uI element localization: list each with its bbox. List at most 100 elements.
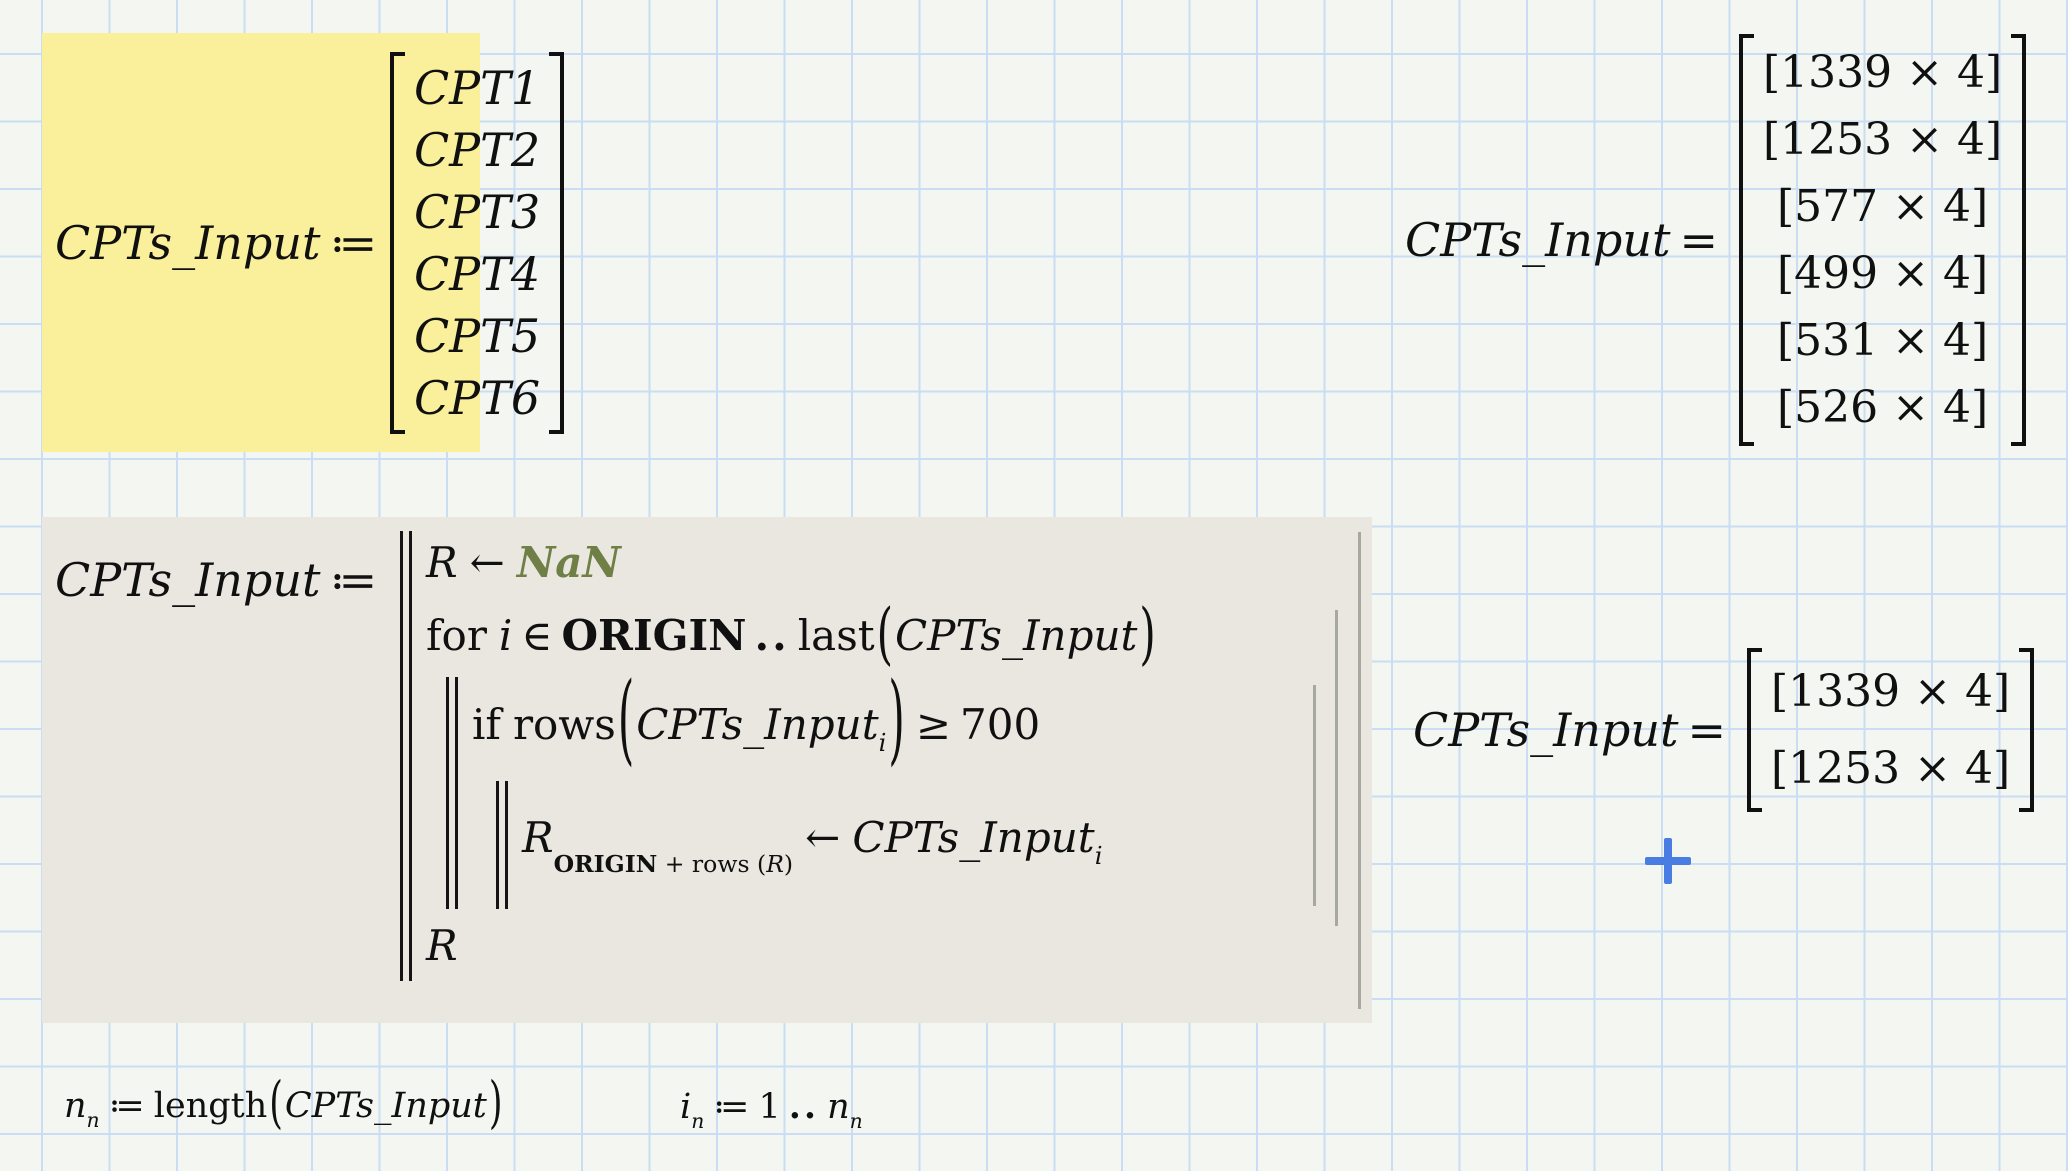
- length-function: length: [153, 1086, 268, 1126]
- program-right-bar-if: [1313, 685, 1316, 906]
- program-line-for: for i ∈ ORIGIN.. last(CPTs_Input): [426, 593, 1158, 677]
- rows-function: rows: [512, 700, 616, 750]
- matrix-bracket-left: [1747, 648, 1762, 812]
- matrix-bracket-left: [1739, 34, 1754, 446]
- if-body-block: RORIGIN + rows (R) ← CPTs_Inputi: [496, 781, 1102, 909]
- matrix-rows: [1339 × 4] [1253 × 4] [577 × 4] [499 × 4…: [1754, 34, 2011, 446]
- matrix-rows: CPT1 CPT2 CPT3 CPT4 CPT5 CPT6: [405, 52, 549, 434]
- variable-name: i: [680, 1087, 692, 1127]
- definition-lhs: CPTs_Input ≔: [55, 216, 386, 270]
- element-of-operator: ∈: [521, 610, 553, 660]
- program-block: R ← NaN for i ∈ ORIGIN.. last(CPTs_Input) if ro…: [400, 531, 1158, 981]
- range-operator: ..: [788, 1086, 820, 1127]
- matrix-row: [1253 × 4]: [1771, 743, 2011, 794]
- region-definition-input[interactable]: CPTs_Input ≔ CPT1 CPT2 CPT3 CPT4 CPT5 CPT…: [42, 33, 565, 452]
- last-function: last: [797, 610, 875, 660]
- variable-name: R: [426, 537, 458, 587]
- for-body-block: if rows(CPTs_Inputi) ≥700 RORIGIN + rows (…: [446, 661, 1158, 909]
- matrix-row: CPT6: [413, 370, 541, 425]
- program-right-bar-outer: [1358, 532, 1361, 1009]
- variable-subscript: n: [691, 1109, 705, 1134]
- for-body-lines: if rows(CPTs_Inputi) ≥700 RORIGIN + rows (…: [472, 661, 1102, 909]
- argument: R: [766, 849, 784, 878]
- region-result-filtered[interactable]: CPTs_Input = [1339 × 4] [1253 × 4]: [1413, 648, 2035, 812]
- program-lines: R ← NaN for i ∈ ORIGIN.. last(CPTs_Input) if ro…: [426, 531, 1158, 981]
- paren-close: ): [783, 849, 794, 878]
- origin-keyword: ORIGIN: [561, 610, 747, 660]
- subscript-index: i: [1094, 840, 1103, 870]
- program-line-assign: RORIGIN + rows (R) ← CPTs_Inputi: [522, 781, 1102, 909]
- paren-open: (: [269, 1072, 283, 1137]
- result-matrix: [1339 × 4] [1253 × 4] [577 × 4] [499 × 4…: [1739, 34, 2027, 446]
- region-result-full[interactable]: CPTs_Input = [1339 × 4] [1253 × 4] [577 ×…: [1405, 34, 2027, 446]
- insertion-crosshair-icon: [1645, 838, 1691, 884]
- range-end-subscript: n: [849, 1109, 863, 1134]
- variable-name: CPTs_Input: [55, 553, 321, 607]
- matrix-row: [577 × 4]: [1777, 181, 1989, 232]
- result-lhs: CPTs_Input =: [1405, 213, 1727, 267]
- paren-open: (: [876, 593, 894, 672]
- result-lhs: CPTs_Input =: [1413, 703, 1735, 757]
- local-assign-arrow: ←: [805, 812, 841, 862]
- subscript-index: i: [878, 728, 887, 758]
- result-matrix: [1339 × 4] [1253 × 4]: [1747, 648, 2035, 812]
- if-keyword: if: [472, 700, 501, 750]
- program-line-if: if rows(CPTs_Inputi) ≥700: [472, 661, 1102, 781]
- equals-operator: =: [1679, 213, 1718, 267]
- matrix-bracket-right: [549, 51, 565, 434]
- matrix-row: CPT4: [413, 246, 541, 301]
- program-vbar-icon: [496, 781, 508, 909]
- expr-n-definition[interactable]: nn ≔ length(CPTs_Input): [64, 1072, 505, 1136]
- range-operator: ..: [754, 610, 790, 660]
- loop-variable: i: [498, 610, 513, 660]
- paren-open: (: [617, 660, 635, 776]
- argument: CPTs_Input: [284, 1086, 487, 1126]
- return-variable: R: [426, 920, 458, 970]
- matrix-row: [499 × 4]: [1777, 248, 1989, 299]
- range-start: 1: [758, 1087, 781, 1127]
- matrix-row: CPT2: [413, 122, 541, 177]
- input-matrix: CPT1 CPT2 CPT3 CPT4 CPT5 CPT6: [389, 51, 565, 434]
- program-vbar-icon: [446, 677, 458, 909]
- matrix-row: [1339 × 4]: [1771, 666, 2011, 717]
- matrix-bracket-right: [2011, 34, 2027, 446]
- variable-name: n: [64, 1086, 87, 1126]
- plus-operator: +: [664, 849, 685, 878]
- origin-keyword: ORIGIN: [553, 849, 658, 878]
- variable-name: CPTs_Input: [1405, 213, 1671, 267]
- program-line-return: R: [426, 909, 1158, 981]
- variable-name: CPTs_Input: [1413, 703, 1679, 757]
- paren-open: (: [757, 849, 767, 878]
- rhs-variable: CPTs_Input: [852, 812, 1095, 862]
- paren-close: ): [488, 1072, 503, 1137]
- matrix-bracket-left: [389, 51, 405, 434]
- for-keyword: for: [426, 610, 487, 660]
- matrix-row: [1339 × 4]: [1763, 47, 2003, 98]
- matrix-row: [1253 × 4]: [1763, 114, 2003, 165]
- assign-operator: ≔: [108, 1086, 145, 1126]
- variable-subscript: n: [86, 1108, 100, 1133]
- gte-operator: ≥: [915, 700, 952, 750]
- range-end: n: [827, 1087, 850, 1127]
- matrix-row: CPT3: [413, 184, 541, 239]
- assign-operator: ≔: [329, 215, 377, 270]
- index-subscript: ORIGIN + rows (R): [554, 849, 793, 877]
- matrix-row: [526 × 4]: [1777, 382, 1989, 433]
- argument: CPTs_Input: [895, 610, 1138, 660]
- equals-operator: =: [1687, 703, 1726, 757]
- program-right-bar-for: [1335, 610, 1338, 926]
- if-body-lines: RORIGIN + rows (R) ← CPTs_Inputi: [522, 781, 1102, 909]
- program-lhs: CPTs_Input ≔: [55, 553, 386, 607]
- local-assign-arrow: ←: [469, 537, 505, 587]
- expr-i-definition[interactable]: in ≔ 1.. nn: [680, 1086, 863, 1133]
- nan-literal: NaN: [516, 537, 621, 587]
- variable-name: CPTs_Input: [55, 215, 321, 270]
- matrix-rows: [1339 × 4] [1253 × 4]: [1762, 648, 2019, 812]
- region-program-definition[interactable]: CPTs_Input ≔ R ← NaN for i ∈ ORIGIN.. last(CPTs…: [42, 517, 1372, 1023]
- argument: CPTs_Input: [636, 700, 879, 750]
- paren-close: ): [1139, 593, 1156, 672]
- threshold-value: 700: [960, 700, 1041, 750]
- matrix-row: CPT1: [413, 60, 541, 115]
- assign-operator: ≔: [329, 553, 377, 607]
